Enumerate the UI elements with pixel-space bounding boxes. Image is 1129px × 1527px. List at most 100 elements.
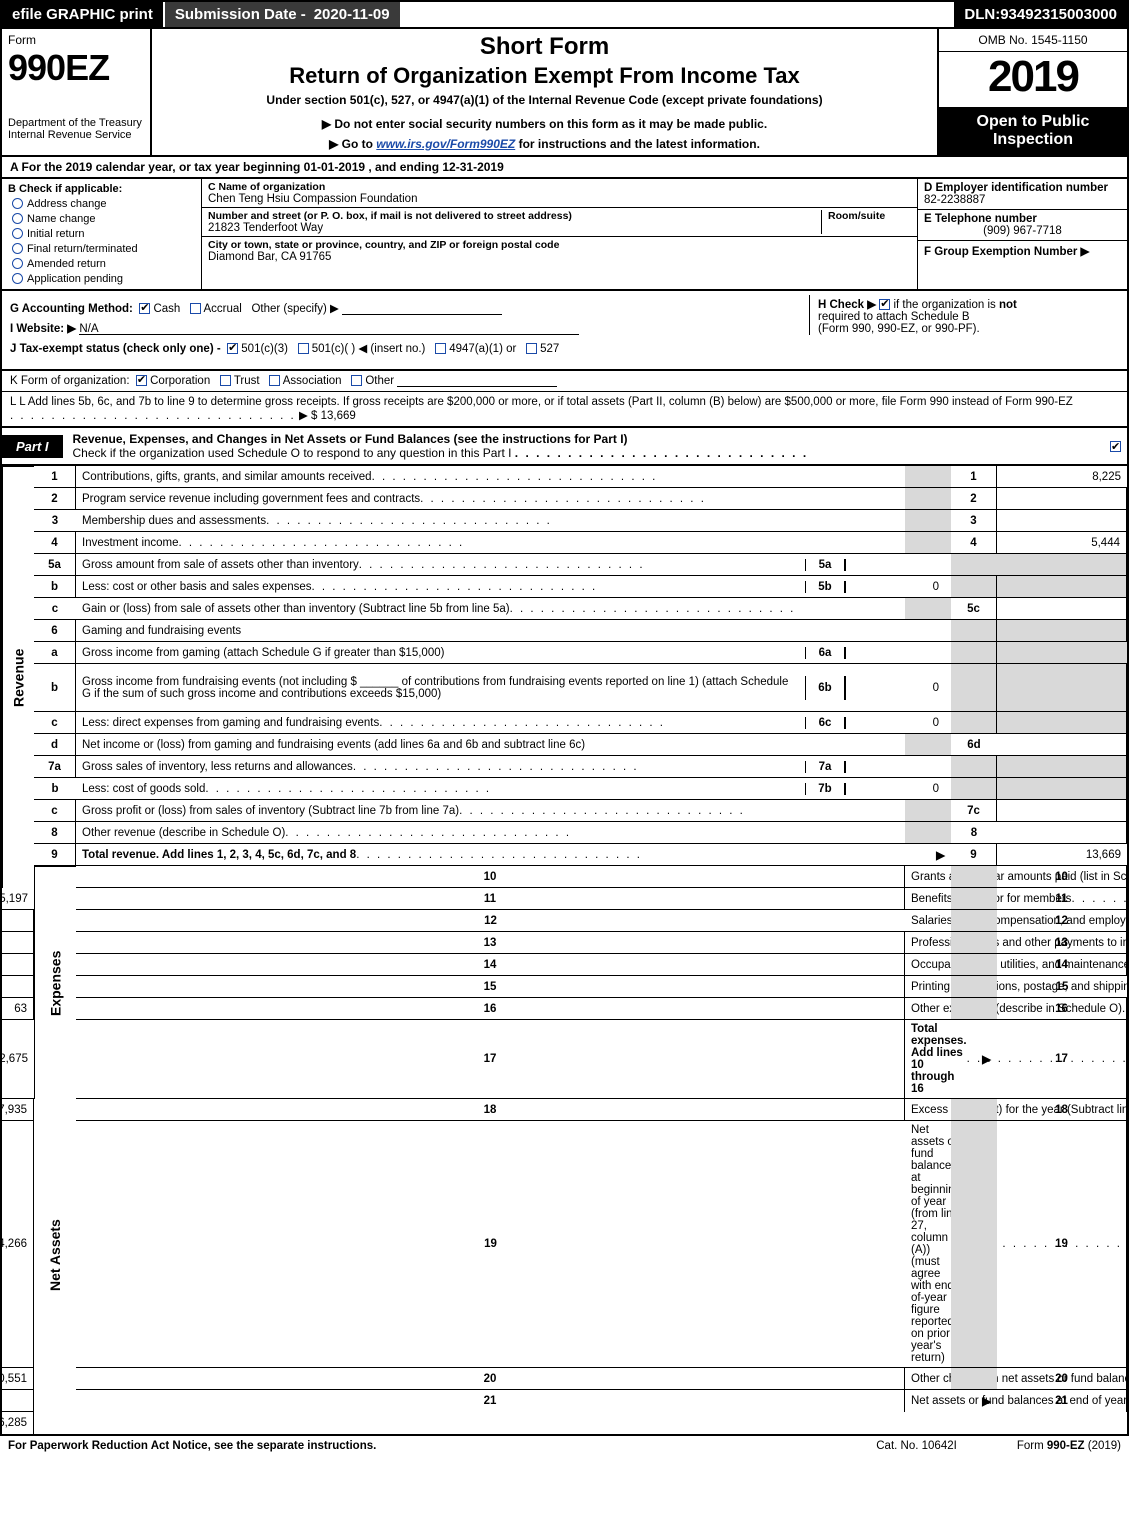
line-6a-sn: 6a	[805, 647, 845, 659]
j-4947-checkbox[interactable]	[435, 343, 446, 354]
line-num: 10	[76, 866, 905, 888]
k-trust-checkbox[interactable]	[220, 375, 231, 386]
line-3-amt	[997, 510, 1127, 532]
group-exemption-label: F Group Exemption Number ▶	[924, 244, 1121, 258]
line-20-rnum: 20	[997, 1368, 1127, 1390]
line-8-rnum: 8	[951, 822, 997, 844]
k-other-input[interactable]	[397, 375, 557, 387]
h-checkbox[interactable]	[879, 299, 890, 310]
line-7c-rnum: 7c	[951, 800, 997, 822]
j-4947-label: 4947(a)(1) or	[449, 343, 516, 355]
ein: 82-2238887	[924, 194, 1121, 206]
line-num: 21	[76, 1390, 905, 1412]
line-4-desc: Investment income	[76, 532, 905, 554]
line-7a-sv	[845, 761, 945, 773]
k-corp-checkbox[interactable]	[136, 375, 147, 386]
line-7c-amt	[997, 800, 1127, 822]
j-501c3-label: 501(c)(3)	[241, 343, 288, 355]
k-other-checkbox[interactable]	[351, 375, 362, 386]
form-footer-label: Form 990-EZ (2019)	[1017, 1440, 1121, 1452]
line-num: 3	[34, 510, 76, 532]
org-name: Chen Teng Hsiu Compassion Foundation	[208, 193, 911, 205]
line-14-rnum: 14	[997, 954, 1127, 976]
line-num: 7a	[34, 756, 76, 778]
page-footer: For Paperwork Reduction Act Notice, see …	[0, 1436, 1129, 1452]
line-14-desc: Occupancy, rent, utilities, and maintena…	[905, 954, 951, 976]
line-3-rnum: 3	[951, 510, 997, 532]
g-other-label: Other (specify) ▶	[251, 303, 338, 315]
arrow-icon: ▶	[951, 1390, 997, 1412]
check-final-return[interactable]: Final return/terminated	[12, 243, 195, 255]
line-num: b	[34, 576, 76, 598]
line-10-rnum: 10	[997, 866, 1127, 888]
line-7b-desc: Less: cost of goods sold7b0	[76, 778, 951, 800]
line-5b-sv: 0	[845, 581, 945, 593]
line-6-desc: Gaming and fundraising events	[76, 620, 951, 642]
line-20-amt	[2, 1390, 34, 1412]
k-assoc-checkbox[interactable]	[269, 375, 280, 386]
line-21-rnum: 21	[997, 1390, 1127, 1412]
line-1-rnum: 1	[951, 466, 997, 488]
line-17-amt: 87,935	[2, 1099, 34, 1121]
tel: (909) 967-7718	[924, 225, 1121, 237]
goto-link[interactable]: www.irs.gov/Form990EZ	[376, 137, 515, 151]
g-cash-label: Cash	[153, 303, 180, 315]
city-cell: City or town, state or province, country…	[202, 237, 917, 265]
line-16-rnum: 16	[997, 998, 1127, 1020]
line-6d-desc: Net income or (loss) from gaming and fun…	[76, 734, 905, 756]
g-accrual-checkbox[interactable]	[190, 303, 201, 314]
form-left: Form 990EZ Department of the Treasury In…	[2, 29, 152, 155]
line-num: 6	[34, 620, 76, 642]
line-num: 15	[76, 976, 905, 998]
line-18-desc: Excess or (deficit) for the year (Subtra…	[905, 1099, 951, 1121]
line-7b-sv: 0	[845, 783, 945, 795]
line-9-rnum: 9	[951, 844, 997, 866]
line-6d-amt	[997, 734, 1127, 756]
line-1-amt: 8,225	[997, 466, 1127, 488]
line-7c-desc: Gross profit or (loss) from sales of inv…	[76, 800, 905, 822]
ein-label: D Employer identification number	[924, 182, 1121, 194]
line-num: 12	[76, 910, 905, 932]
circle-icon	[12, 198, 23, 209]
check-amended-return[interactable]: Amended return	[12, 258, 195, 270]
line-21-amt: 146,285	[2, 1412, 34, 1434]
g-label: G Accounting Method:	[10, 303, 133, 315]
j-501c-checkbox[interactable]	[298, 343, 309, 354]
circle-icon	[12, 273, 23, 284]
org-name-label: C Name of organization	[208, 181, 911, 193]
g-other-input[interactable]	[342, 303, 502, 315]
part1-schedule-o-checkbox[interactable]	[1110, 441, 1121, 452]
l-row: L L Add lines 5b, 6c, and 7b to line 9 t…	[2, 392, 1127, 426]
irs-service: Internal Revenue Service	[8, 129, 144, 141]
part1-title-text: Revenue, Expenses, and Changes in Net As…	[73, 432, 628, 446]
dln-value: 93492315003000	[1000, 6, 1117, 23]
line-15-rnum: 15	[997, 976, 1127, 998]
line-num: 1	[34, 466, 76, 488]
line-18-amt: -74,266	[2, 1121, 34, 1368]
line-11-desc: Benefits paid to or for members	[905, 888, 951, 910]
h-text2: required to attach Schedule B	[818, 311, 970, 323]
line-5b-desc: Less: cost or other basis and sales expe…	[76, 576, 951, 598]
tel-cell: E Telephone number (909) 967-7718	[918, 210, 1127, 241]
line-6b-sn: 6b	[805, 676, 845, 700]
box-b-head: B Check if applicable:	[8, 183, 195, 195]
check-name-change[interactable]: Name change	[12, 213, 195, 225]
g-cash-checkbox[interactable]	[139, 303, 150, 314]
check-address-change[interactable]: Address change	[12, 198, 195, 210]
line-6c-sn: 6c	[805, 717, 845, 729]
room-label: Room/suite	[828, 210, 911, 222]
line-num: b	[34, 664, 76, 712]
line-18-rnum: 18	[997, 1099, 1127, 1121]
line-11-amt	[2, 910, 34, 932]
j-527-checkbox[interactable]	[526, 343, 537, 354]
check-initial-return[interactable]: Initial return	[12, 228, 195, 240]
line-6a-sv	[845, 647, 945, 659]
check-application-pending[interactable]: Application pending	[12, 273, 195, 285]
name-address: C Name of organization Chen Teng Hsiu Co…	[202, 179, 917, 289]
city: Diamond Bar, CA 91765	[208, 251, 911, 263]
form-title-right: OMB No. 1545-1150 2019 Open to Public In…	[937, 29, 1127, 155]
line-12-rnum: 12	[997, 910, 1127, 932]
line-10-amt: 35,197	[2, 888, 34, 910]
j-501c3-checkbox[interactable]	[227, 343, 238, 354]
line-num: 9	[34, 844, 76, 866]
